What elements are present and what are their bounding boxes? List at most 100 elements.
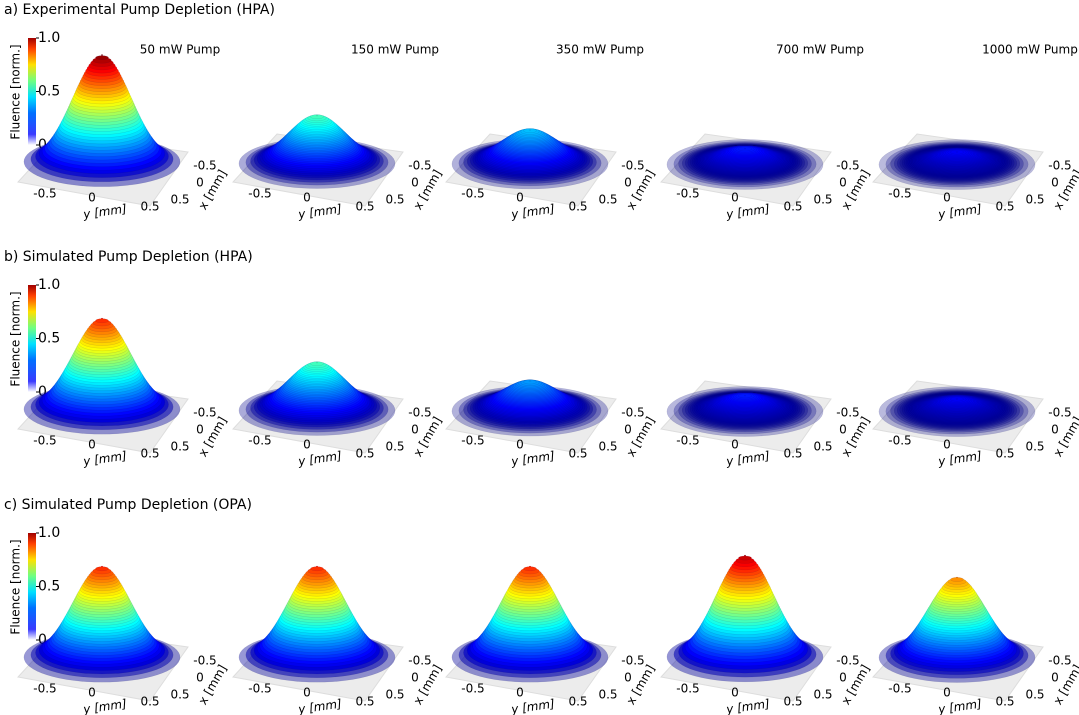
x-tick-label: 0 xyxy=(839,423,847,437)
y-tick-label: -0.5 xyxy=(33,434,56,448)
x-tick-label: -0.5 xyxy=(1048,654,1071,668)
y-axis-label: y [mm] xyxy=(724,448,770,468)
y-tick-label: 0 xyxy=(303,438,311,452)
x-tick-label: 0.5 xyxy=(170,440,189,454)
y-tick-label: 0.5 xyxy=(995,447,1014,461)
y-axis-label: y [mm] xyxy=(936,448,982,468)
colorbar-label: Fluence [norm.] xyxy=(9,539,23,634)
column-label: 350 mW Pump xyxy=(556,43,644,57)
y-tick-label: 0.5 xyxy=(355,200,374,214)
surface-band xyxy=(95,56,108,60)
surface-band xyxy=(101,55,103,56)
surface xyxy=(879,140,1035,190)
surface xyxy=(667,140,823,190)
colorbar-tick-label: 0.5 xyxy=(38,579,60,595)
surface-band xyxy=(956,577,958,578)
x-tick-label: 0.5 xyxy=(1025,193,1044,207)
x-tick-label: -0.5 xyxy=(193,406,216,420)
figure: a) Experimental Pump Depletion (HPA)Flue… xyxy=(0,0,1079,715)
x-tick-label: -0.5 xyxy=(1048,406,1071,420)
y-tick-label: 0 xyxy=(303,191,311,205)
surface xyxy=(879,577,1035,683)
y-tick-label: -0.5 xyxy=(461,434,484,448)
column-label: 50 mW Pump xyxy=(140,43,220,57)
x-tick-label: -0.5 xyxy=(621,406,644,420)
colorbar xyxy=(28,38,36,145)
y-tick-label: 0.5 xyxy=(568,695,587,709)
x-tick-label: 0 xyxy=(411,423,419,437)
x-axis-label: x [mm] xyxy=(1051,414,1079,459)
x-axis-label: x [mm] xyxy=(411,662,445,707)
surface-band xyxy=(523,567,536,571)
row-title: c) Simulated Pump Depletion (OPA) xyxy=(4,497,252,513)
surface xyxy=(239,566,395,682)
x-tick-label: -0.5 xyxy=(408,654,431,668)
surface-band xyxy=(101,566,103,567)
x-tick-label: 0.5 xyxy=(813,193,832,207)
y-tick-label: 0 xyxy=(731,686,739,700)
colorbar-tick-label: 1.0 xyxy=(38,30,60,46)
y-tick-label: -0.5 xyxy=(888,187,911,201)
x-axis-label: x [mm] xyxy=(1051,167,1079,212)
x-tick-label: 0 xyxy=(839,671,847,685)
surface-band xyxy=(95,567,108,571)
x-tick-label: 0.5 xyxy=(170,688,189,702)
x-axis-label: x [mm] xyxy=(196,414,230,459)
colorbar-tick-label: 1.0 xyxy=(38,277,60,293)
y-tick-label: 0 xyxy=(88,686,96,700)
y-tick-label: 0.5 xyxy=(140,200,159,214)
x-tick-label: -0.5 xyxy=(836,406,859,420)
x-tick-label: 0 xyxy=(624,176,632,190)
surface-band xyxy=(956,398,958,399)
x-tick-label: 0.5 xyxy=(598,440,617,454)
x-axis-label: x [mm] xyxy=(624,167,658,212)
x-tick-label: 0 xyxy=(411,176,419,190)
surface-band xyxy=(316,362,318,363)
surface xyxy=(239,115,395,189)
surface-band xyxy=(95,319,108,323)
x-axis-label: x [mm] xyxy=(839,662,873,707)
surface-band xyxy=(956,151,958,152)
surface xyxy=(239,362,395,436)
y-tick-label: 0 xyxy=(516,438,524,452)
y-tick-label: -0.5 xyxy=(248,434,271,448)
y-tick-label: 0.5 xyxy=(568,447,587,461)
y-tick-label: -0.5 xyxy=(33,682,56,696)
y-axis-label: y [mm] xyxy=(81,448,127,468)
colorbar-tick-label: 0.5 xyxy=(38,84,60,100)
colorbar xyxy=(28,285,36,392)
y-axis-label: y [mm] xyxy=(296,201,342,221)
x-axis-label: x [mm] xyxy=(624,414,658,459)
y-axis-label: y [mm] xyxy=(936,201,982,221)
y-tick-label: -0.5 xyxy=(461,682,484,696)
row-title: b) Simulated Pump Depletion (HPA) xyxy=(4,249,253,265)
x-axis-label: x [mm] xyxy=(196,167,230,212)
y-tick-label: 0.5 xyxy=(783,200,802,214)
x-tick-label: 0.5 xyxy=(598,193,617,207)
y-tick-label: 0.5 xyxy=(995,200,1014,214)
x-axis-label: x [mm] xyxy=(411,167,445,212)
column-label: 1000 mW Pump xyxy=(982,43,1078,57)
x-tick-label: 0.5 xyxy=(385,688,404,702)
surface-band xyxy=(529,129,531,130)
surface-band xyxy=(101,318,103,319)
x-tick-label: 0.5 xyxy=(813,440,832,454)
surface-band xyxy=(738,556,751,560)
y-tick-label: 0.5 xyxy=(568,200,587,214)
x-tick-label: -0.5 xyxy=(193,654,216,668)
x-tick-label: -0.5 xyxy=(408,406,431,420)
y-tick-label: 0 xyxy=(943,438,951,452)
column-label: 150 mW Pump xyxy=(351,43,439,57)
x-axis-label: x [mm] xyxy=(196,662,230,707)
x-tick-label: 0 xyxy=(839,176,847,190)
y-tick-label: 0.5 xyxy=(140,695,159,709)
y-tick-label: 0 xyxy=(88,191,96,205)
y-tick-label: 0 xyxy=(943,191,951,205)
y-tick-label: -0.5 xyxy=(33,187,56,201)
x-tick-label: -0.5 xyxy=(621,159,644,173)
x-tick-label: 0 xyxy=(624,671,632,685)
x-tick-label: -0.5 xyxy=(621,654,644,668)
surface-band xyxy=(529,381,531,382)
colorbar-tick-label: 0.5 xyxy=(38,331,60,347)
y-tick-label: 0.5 xyxy=(140,447,159,461)
